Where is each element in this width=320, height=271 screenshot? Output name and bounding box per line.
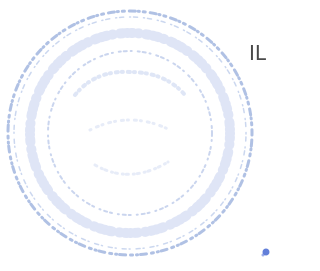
text-fragment: IL xyxy=(249,41,267,65)
stamp xyxy=(8,11,252,255)
ink-spot xyxy=(262,249,270,257)
stamp-outer-ring xyxy=(8,11,252,255)
stamp-emblem xyxy=(75,72,185,95)
stamp-emblem xyxy=(90,120,170,130)
page: {"document": {"fragment": "IL"}} IL (() … xyxy=(0,0,273,271)
stamp-lettering xyxy=(30,33,230,233)
stamp-inner-ring xyxy=(48,51,212,215)
document-view: IL xyxy=(0,0,273,271)
stamp-emblem xyxy=(95,162,168,174)
